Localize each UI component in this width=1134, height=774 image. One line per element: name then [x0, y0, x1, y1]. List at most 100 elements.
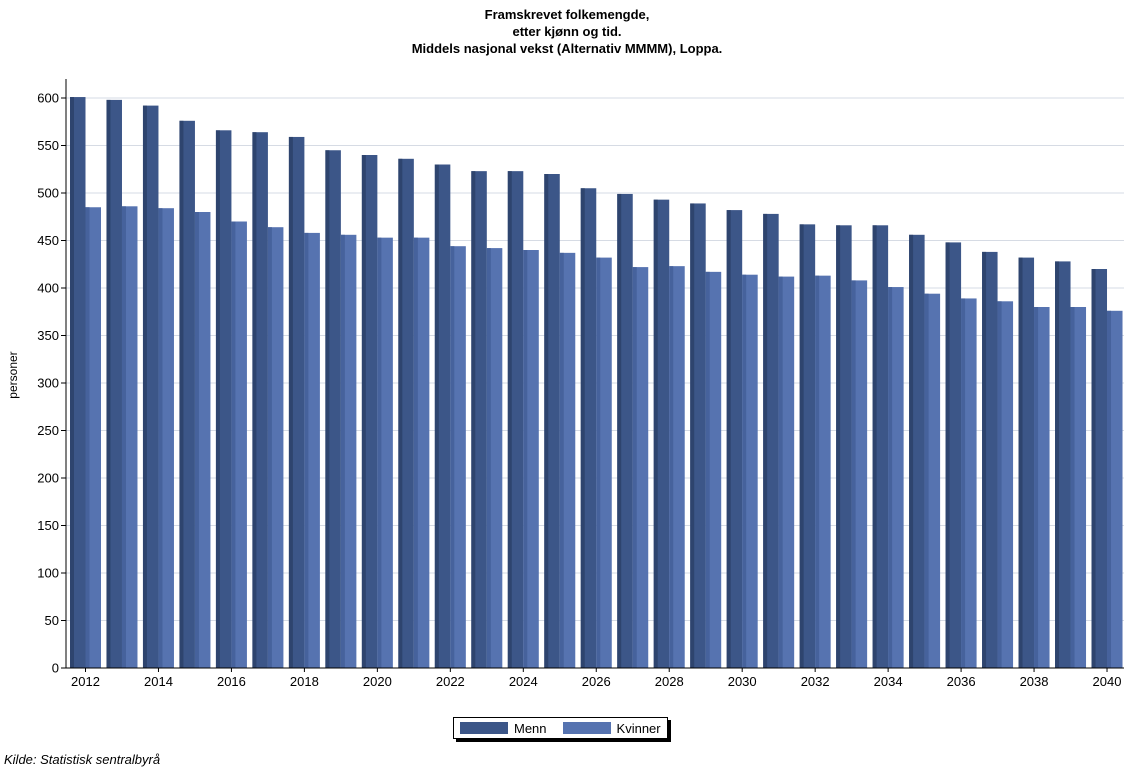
bar-shade-kvinner-2020 [377, 237, 382, 668]
bar-shade-menn-2015 [179, 120, 184, 669]
y-tick-label: 450 [37, 233, 59, 248]
bar-shade-menn-2012 [70, 97, 74, 669]
bar-shade-kvinner-2040 [1107, 310, 1112, 668]
chart-title-line-2: etter kjønn og tid. [512, 24, 622, 39]
bar-shade-kvinner-2033 [851, 280, 856, 668]
bar-shade-kvinner-2013 [121, 206, 126, 669]
bar-shade-kvinner-2035 [924, 293, 929, 668]
bar-shade-kvinner-2012 [85, 207, 90, 668]
bar-shade-menn-2040 [1091, 269, 1096, 668]
bar-shade-menn-2024 [507, 171, 512, 668]
y-tick-label: 200 [37, 471, 59, 486]
legend-item-menn: Menn [460, 721, 547, 736]
x-tick-label: 2016 [217, 674, 246, 689]
x-tick-label: 2024 [509, 674, 538, 689]
bar-shade-menn-2021 [398, 158, 403, 669]
bar-shade-kvinner-2018 [304, 232, 309, 668]
legend-label-menn: Menn [514, 720, 547, 736]
bar-shade-menn-2019 [325, 150, 330, 668]
bar-shade-menn-2032 [799, 224, 804, 668]
legend-swatch-kvinner [562, 722, 611, 734]
bar-shade-menn-2020 [361, 155, 366, 668]
bar-shade-menn-2022 [434, 164, 439, 668]
bar-shade-kvinner-2021 [413, 237, 418, 668]
x-axis-ticks: 2012 2014 2016 2018 2020 2022 2024 2026 2028 2030… [71, 668, 1121, 689]
bar-shade-menn-2013 [106, 99, 111, 668]
x-tick-label: 2034 [874, 674, 903, 689]
chart-title-line-3: Middels nasjonal vekst (Alternativ MMMM)… [411, 41, 723, 56]
y-tick-label: 50 [45, 613, 59, 628]
bar-shade-kvinner-2037 [997, 301, 1002, 668]
x-tick-label: 2012 [71, 674, 100, 689]
x-tick-label: 2014 [144, 674, 173, 689]
y-tick-label: 600 [37, 91, 59, 106]
bar-shade-menn-2016 [215, 130, 220, 669]
bar-shade-kvinner-2024 [523, 250, 528, 668]
bar-shade-kvinner-2026 [596, 257, 601, 668]
chart-title-line-1: Framskrevet folkemengde, [484, 7, 650, 22]
bar-shade-kvinner-2039 [1070, 307, 1075, 668]
x-tick-label: 2022 [436, 674, 465, 689]
x-tick-label: 2040 [1093, 674, 1122, 689]
bar-shade-menn-2036 [945, 242, 950, 668]
bar-shade-kvinner-2022 [450, 246, 455, 668]
legend-item-kvinner: Kvinner [562, 720, 661, 736]
bar-shade-menn-2029 [690, 203, 695, 668]
bar-shade-kvinner-2019 [340, 234, 345, 669]
bar-shade-menn-2027 [617, 193, 622, 668]
bar-shade-kvinner-2027 [632, 267, 637, 668]
bar-shade-kvinner-2032 [815, 275, 820, 668]
bar-shade-menn-2026 [580, 188, 585, 668]
bar-shade-menn-2017 [252, 132, 257, 668]
y-tick-label: 300 [37, 376, 59, 391]
bar-shade-kvinner-2014 [158, 208, 163, 668]
bar-shade-menn-2034 [872, 225, 877, 669]
bar-shade-menn-2030 [726, 210, 731, 668]
x-tick-label: 2036 [947, 674, 976, 689]
y-tick-label: 550 [37, 138, 59, 153]
bar-shade-menn-2037 [982, 251, 987, 668]
bar-shade-menn-2014 [142, 105, 147, 669]
bar-shade-menn-2035 [909, 234, 914, 669]
y-axis-label: personer [6, 351, 20, 399]
bar-shade-menn-2025 [544, 174, 549, 668]
bar-shade-kvinner-2029 [705, 271, 710, 668]
x-tick-label: 2026 [582, 674, 611, 689]
legend-swatch-menn [460, 722, 508, 734]
bar-shade-kvinner-2016 [231, 221, 236, 668]
bar-shade-kvinner-2028 [669, 266, 674, 668]
y-tick-label: 500 [37, 186, 59, 201]
y-tick-label: 400 [37, 281, 59, 296]
chart-title: Framskrevet folkemengde, etter kjønn og … [0, 6, 1134, 57]
x-tick-label: 2032 [801, 674, 830, 689]
bar-shade-kvinner-2017 [267, 227, 272, 668]
bar-shade-menn-2033 [836, 225, 841, 669]
bar-shade-menn-2031 [763, 213, 768, 668]
bar-shade-kvinner-2023 [486, 248, 491, 668]
bar-shade-kvinner-2038 [1034, 307, 1039, 668]
y-axis-ticks: 0 50 100 150 200 250 300 350 400 450 500 550 600 [37, 91, 66, 676]
x-tick-label: 2038 [1020, 674, 1049, 689]
bar-shade-menn-2023 [471, 171, 476, 668]
y-tick-label: 250 [37, 423, 59, 438]
source-note: Kilde: Statistisk sentralbyrå [4, 752, 161, 767]
bar-shade-kvinner-2034 [888, 287, 893, 668]
bar-shade-kvinner-2030 [742, 274, 747, 668]
x-tick-label: 2030 [728, 674, 757, 689]
bar-shade-kvinner-2015 [194, 212, 199, 668]
bar-shade-kvinner-2025 [559, 252, 564, 668]
x-tick-label: 2018 [290, 674, 319, 689]
legend: Menn Kvinner [453, 717, 668, 739]
y-tick-label: 0 [52, 661, 59, 676]
y-tick-label: 350 [37, 328, 59, 343]
bar-shade-menn-2028 [653, 199, 658, 668]
y-tick-label: 150 [37, 518, 59, 533]
x-tick-label: 2020 [363, 674, 392, 689]
bar-shade-menn-2039 [1055, 261, 1060, 668]
bars [70, 97, 1123, 669]
bar-shade-kvinner-2031 [778, 276, 783, 668]
axes [65, 79, 1124, 669]
bar-chart: 0 50 100 150 200 250 300 350 400 450 500 550 600 201… [37, 79, 1124, 689]
legend-label-kvinner: Kvinner [616, 720, 661, 736]
x-tick-label: 2028 [655, 674, 684, 689]
